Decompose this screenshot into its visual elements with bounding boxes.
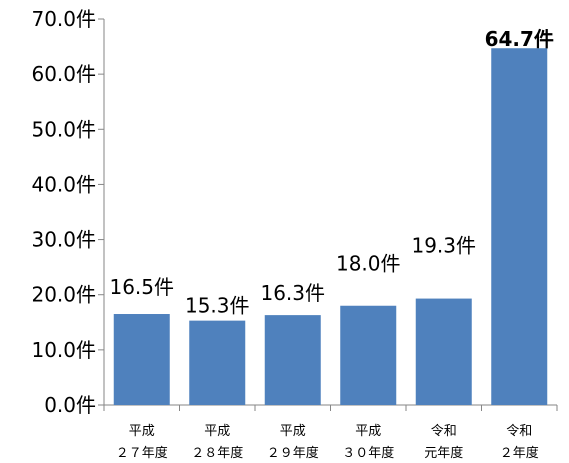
data-label: 15.3件 [185,294,250,318]
y-tick-label: 20.0件 [31,283,96,307]
bars [113,48,548,406]
y-tick-label: 50.0件 [31,117,96,141]
bar [340,305,397,405]
y-tick-label: 10.0件 [31,338,96,362]
data-label: 16.3件 [260,281,325,305]
data-labels: 16.5件 15.3件 16.3件 18.0件 19.3件 64.7件 [109,27,553,317]
y-axis: 0.0件 10.0件 20.0件 30.0件 40.0件 50.0件 60.0件 70.0件 [31,7,105,417]
bar [415,298,472,405]
y-tick-label: 0.0件 [44,393,96,417]
y-tick-label: 30.0件 [31,228,96,252]
x-tick-label: 平成２７年度 [116,424,168,461]
y-tick-label: 60.0件 [31,62,96,86]
data-label: 64.7件 [485,27,554,51]
bar [491,48,548,406]
y-tick-label: 70.0件 [31,7,96,31]
data-label: 16.5件 [109,275,174,299]
x-tick-label: 平成３０年度 [342,424,394,461]
x-tick-label: 令和２年度 [500,424,539,461]
data-label: 19.3件 [411,234,476,258]
y-tick-label: 40.0件 [31,172,96,196]
x-tick-label: 平成２９年度 [267,424,319,461]
bar [264,315,321,405]
x-tick-label: 令和元年度 [424,424,463,461]
bar [189,320,246,405]
data-label: 18.0件 [336,252,401,276]
bar [113,314,170,405]
x-tick-label: 平成２８年度 [191,424,243,461]
